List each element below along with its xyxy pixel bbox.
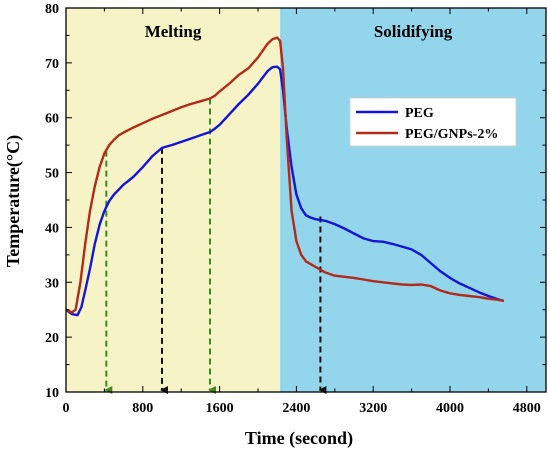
x-tick-label: 800 [132,401,153,416]
x-tick-label: 3200 [359,401,387,416]
series-layer [65,36,505,317]
legend-box [349,97,517,147]
legend: PEG PEG/GNPs-2% [349,97,517,147]
y-axis-title: Temperature(°C) [3,135,24,267]
x-tick-label: 2400 [282,401,310,416]
y-tick-label: 40 [45,221,59,236]
y-tick-label: 60 [45,112,59,127]
y-tick-label: 20 [45,331,59,346]
y-tick-label: 70 [45,57,59,72]
series-line-1 [65,65,505,317]
x-tick-label: 0 [63,401,70,416]
x-axis-title: Time (second) [245,428,353,449]
x-tick-label: 1600 [206,401,234,416]
legend-label-1: PEG [405,106,434,121]
region-melting [66,8,281,392]
region-label-solidifying: Solidifying [374,22,453,41]
regions-layer: Melting Solidifying [66,8,546,392]
y-tick-label: 80 [45,2,59,17]
series-line-2 [65,36,505,314]
x-tick-label: 4800 [513,401,541,416]
y-tick-label: 10 [45,386,59,401]
legend-label-2: PEG/GNPs-2% [405,127,498,142]
y-tick-label: 30 [45,276,59,291]
guides-layer [104,98,327,394]
region-label-melting: Melting [145,22,202,41]
region-solidifying [280,8,546,392]
y-tick-label: 50 [45,167,59,182]
axes-layer: 0 800 1600 2400 3200 4000 4800 10 20 30 40 50 60 70 80 [45,2,547,416]
x-tick-label: 4000 [436,401,464,416]
